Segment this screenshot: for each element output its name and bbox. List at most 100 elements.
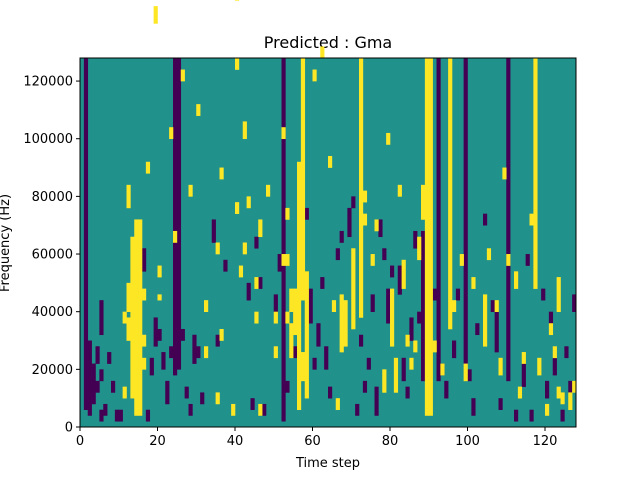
heatmap-cell-high [293,288,298,336]
heatmap-cell-high [281,127,286,140]
heatmap-cell-high [521,352,526,364]
heatmap-cell-high [204,300,209,312]
heatmap-cell-low [514,409,519,422]
heatmap-cell-low [471,398,476,416]
heatmap-cell-low [324,346,329,370]
y-tick-label: 80000 [32,190,73,205]
heatmap-cell-low [452,340,457,359]
heatmap-cell-low [165,380,170,405]
heatmap-cell-high [273,346,278,359]
heatmap-cell-low [223,259,228,272]
heatmap-cell-high [393,357,399,393]
heatmap-cell-high [312,69,317,82]
heatmap-cell-high [126,184,131,209]
y-axis-label: Frequency (Hz) [0,194,13,292]
heatmap-cell-high [134,219,139,416]
heatmap-cell-low [351,196,356,209]
heatmap-cell-high [463,363,468,382]
heatmap-cell-low [312,357,317,370]
heatmap-cell-low [541,288,546,301]
heatmap-cell-high [548,323,554,336]
heatmap-cell-high [498,357,503,376]
heatmap-cell-low [390,265,395,278]
heatmap-cell-high [204,346,209,359]
heatmap-cell-low [99,409,104,422]
y-tick-label: 40000 [32,305,73,320]
heatmap-cell-high [537,357,542,376]
heatmap-cell-low [525,254,530,266]
heatmap-cell-high [471,277,476,289]
heatmap-cell-high [533,58,538,289]
heatmap-cell-low [304,207,309,220]
heatmap-cell-low [417,311,422,324]
heatmap-cell-high [448,58,453,330]
heatmap-cell-high [242,121,247,140]
heatmap-cell-low [293,346,298,359]
heatmap-cell-low [475,323,480,336]
x-tick-label: 120 [533,434,558,449]
heatmap-cell-low [200,392,205,405]
heatmap-cell-low [95,380,100,393]
heatmap-cell-low [355,403,360,416]
heatmap-cell-high [169,127,174,140]
heatmap-cell-low [548,311,554,324]
heatmap-cell-high [235,0,240,1]
heatmap-cell-low [273,294,278,312]
heatmap-cell-low [421,230,426,382]
heatmap-cell-low [107,352,112,364]
heatmap-cell-low [545,380,550,399]
heatmap-cell-low [188,403,193,416]
heatmap-cell-high [273,311,278,324]
heatmap-cell-low [386,288,391,324]
heatmap-cell-high [502,167,507,180]
heatmap-cell-high [428,58,433,416]
heatmap-cell-high [157,265,162,278]
heatmap-cell-low [498,398,503,411]
heatmap-cell-high [285,254,290,266]
heatmap-cell-low [432,288,437,301]
heatmap-cell-high [328,156,333,168]
y-tick-label: 0 [65,421,73,436]
x-tick-label: 40 [227,434,244,449]
x-tick-label: 0 [76,434,84,449]
heatmap-cell-high [173,230,178,243]
heatmap-cell-high [556,386,561,399]
heatmap-cell-low [118,409,123,422]
heatmap-cell-low [277,254,282,272]
heatmap-cell-high [142,334,147,347]
heatmap-cell-low [494,311,499,353]
heatmap-cell-low [506,58,511,382]
heatmap-cell-high [339,294,344,353]
heatmap-cell-high [506,254,511,266]
y-tick-label: 60000 [32,248,73,263]
heatmap-cell-low [467,369,472,382]
heatmap-cell-low [560,409,565,422]
y-tick-label: 120000 [23,75,73,90]
heatmap-cell-low [176,58,182,370]
heatmap-cell-low [192,334,197,364]
heatmap-cell-high [126,317,131,341]
heatmap-cell-low [572,294,577,312]
heatmap-cell-high [413,340,418,353]
heatmap-cell-high [386,132,391,145]
heatmap-cell-low [401,357,406,382]
y-axis: 0 20000 40000 60000 80000 100000 120000 [23,75,80,436]
heatmap-cell-high [529,213,534,226]
heatmap-cell-high [289,288,294,312]
heatmap-cell-low [250,398,255,411]
heatmap-cell-high [401,259,406,289]
heatmap-cell-low [142,248,147,272]
heatmap-cell-low [285,380,290,393]
heatmap-cell-high [362,213,368,226]
heatmap-cell-high [219,167,224,180]
heatmap-cell-high [390,288,395,347]
heatmap-cell-high [300,58,306,301]
heatmap-cell-high [560,392,565,405]
heatmap-cell-high [405,334,410,347]
heatmap-cell-low [444,380,449,399]
heatmap-cell-low [173,58,178,376]
heatmap-cell-low [153,317,158,347]
heatmap-cell-high [285,207,290,220]
heatmap-cell-low [362,380,368,393]
heatmap-cell-high [180,69,185,82]
